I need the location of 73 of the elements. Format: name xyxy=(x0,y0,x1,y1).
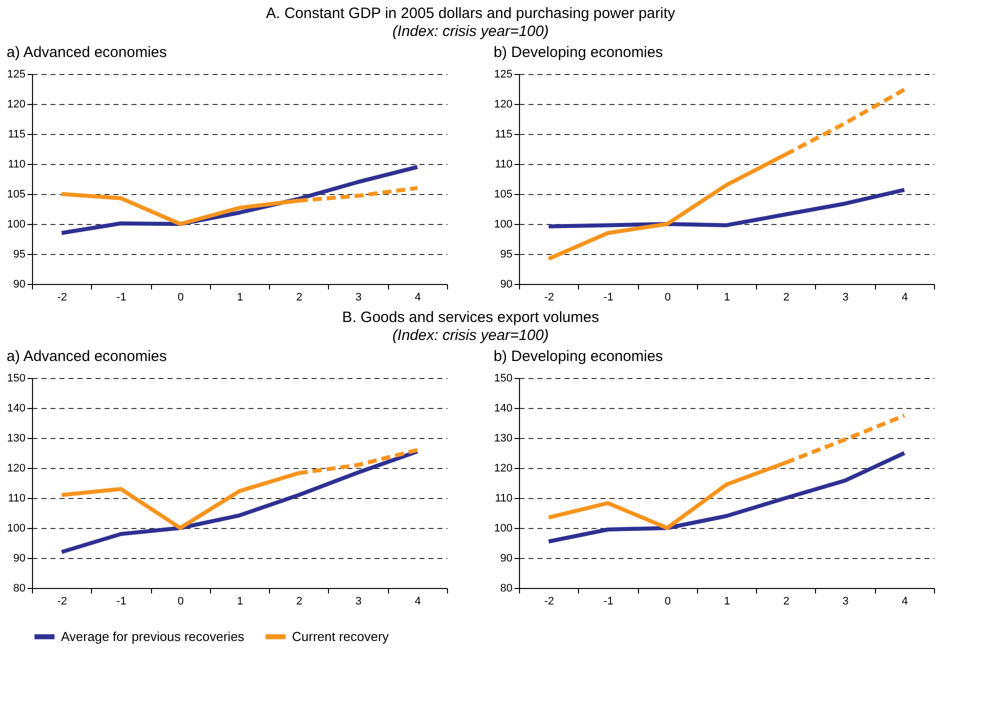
y-tick-label: 110 xyxy=(8,492,26,504)
x-tick-label: 3 xyxy=(356,292,362,304)
y-tick-label: 95 xyxy=(500,248,512,260)
x-tick-label: 4 xyxy=(902,596,908,608)
y-tick-label: 100 xyxy=(494,522,512,534)
y-tick-label: 115 xyxy=(8,128,26,140)
y-tick-label: 105 xyxy=(494,188,512,200)
x-tick-label: 2 xyxy=(296,292,302,304)
x-tick-label: 2 xyxy=(783,292,790,304)
y-tick-label: 140 xyxy=(7,402,26,414)
y-tick-label: 110 xyxy=(494,158,512,170)
y-tick-label: 95 xyxy=(13,248,26,260)
line-series xyxy=(60,450,420,554)
y-tick-label: 115 xyxy=(494,128,512,140)
x-tick-label: 4 xyxy=(414,292,421,304)
chart-title: a) Advanced economies xyxy=(6,348,167,365)
y-tick-label: 110 xyxy=(8,158,26,170)
y-tick-label: 90 xyxy=(13,552,26,564)
y-tick-label: 120 xyxy=(494,462,512,474)
y-tick-label: 105 xyxy=(7,188,26,200)
y-tick-label: 90 xyxy=(500,552,512,564)
x-tick-label: -2 xyxy=(544,596,554,608)
y-tick-label: 90 xyxy=(13,278,26,290)
x-tick-label: -1 xyxy=(604,596,614,608)
y-tick-label: 125 xyxy=(494,68,512,80)
x-tick-label: 4 xyxy=(414,596,421,608)
chart-title: b) Developing economies xyxy=(494,44,663,61)
text: B. Goods and services export volumes xyxy=(342,309,599,326)
y-tick-label: 120 xyxy=(7,98,26,110)
chart-title: a) Advanced economies xyxy=(6,44,167,61)
y-tick-label: 120 xyxy=(7,462,26,474)
x-tick-label: -1 xyxy=(604,292,614,304)
line-series xyxy=(546,451,906,544)
x-tick-label: 0 xyxy=(178,596,184,608)
y-tick-label: 125 xyxy=(7,68,26,80)
y-tick-label: 100 xyxy=(7,522,26,534)
x-tick-label: 2 xyxy=(296,596,302,608)
x-tick-label: 1 xyxy=(236,292,244,304)
x-tick-label: 3 xyxy=(842,292,849,304)
x-tick-label: -2 xyxy=(57,292,68,304)
x-tick-label: -2 xyxy=(57,596,68,608)
x-tick-label: 2 xyxy=(783,596,790,608)
text: (Index: crisis year=100) xyxy=(392,327,549,344)
x-tick-label: -1 xyxy=(116,292,126,304)
legend-label: Average for previous recoveries xyxy=(61,628,245,644)
text: A. Constant GDP in 2005 dollars and purchasing power parity xyxy=(266,5,676,22)
x-tick-label: 1 xyxy=(724,596,730,608)
x-tick-label: 0 xyxy=(178,292,184,304)
y-tick-label: 80 xyxy=(13,582,26,594)
y-tick-label: 140 xyxy=(494,402,512,414)
y-tick-label: 130 xyxy=(7,432,26,444)
x-tick-label: 1 xyxy=(724,292,730,304)
legend-label: Current recovery xyxy=(292,628,390,644)
y-tick-label: 80 xyxy=(500,582,512,594)
y-tick-label: 120 xyxy=(494,98,512,110)
chart-title: b) Developing economies xyxy=(494,348,663,365)
x-tick-label: 3 xyxy=(842,596,849,608)
x-tick-label: 1 xyxy=(236,596,244,608)
x-tick-label: -2 xyxy=(544,292,554,304)
x-tick-label: 0 xyxy=(664,596,671,608)
x-tick-label: 3 xyxy=(356,596,362,608)
text: (Index: crisis year=100) xyxy=(392,23,549,40)
y-tick-label: 90 xyxy=(500,278,512,290)
y-tick-label: 130 xyxy=(494,432,512,444)
x-tick-label: -1 xyxy=(116,596,126,608)
y-tick-label: 100 xyxy=(7,218,26,230)
y-tick-label: 150 xyxy=(494,372,512,384)
x-tick-label: 4 xyxy=(902,292,908,304)
x-tick-label: 0 xyxy=(664,292,671,304)
line-series xyxy=(546,188,906,228)
y-tick-label: 100 xyxy=(494,218,512,230)
y-tick-label: 110 xyxy=(494,492,512,504)
y-tick-label: 150 xyxy=(7,372,26,384)
